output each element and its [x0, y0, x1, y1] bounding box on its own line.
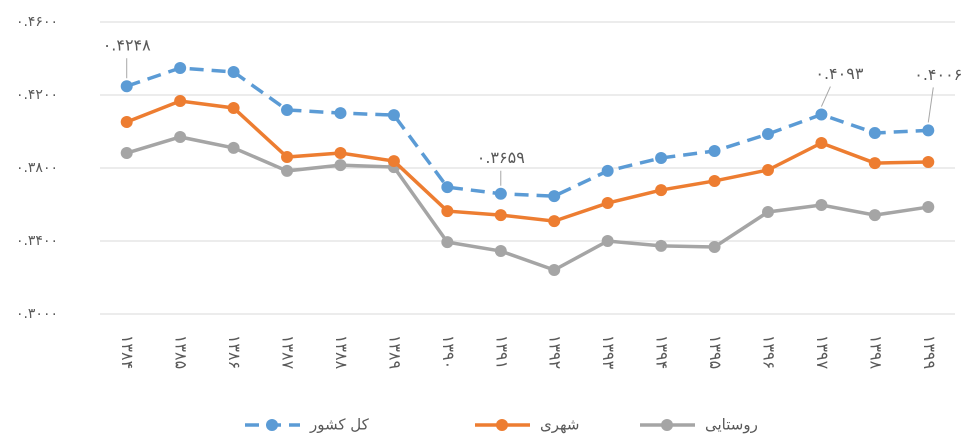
data-point [494, 187, 507, 200]
legend-marker [661, 419, 673, 431]
y-tick-label: ۰.۳۰۰۰ [16, 306, 58, 322]
legend-label: شهری [540, 416, 580, 434]
series-line [126, 135, 929, 272]
leader-line [820, 86, 831, 107]
data-point [761, 205, 774, 218]
data-point [441, 236, 454, 249]
x-tick-label: ۱۳۹۳ [599, 335, 618, 370]
data-point [387, 155, 400, 168]
data-point [120, 147, 133, 160]
data-point [281, 103, 294, 116]
y-tick-label: ۰.۴۶۰۰ [16, 14, 58, 30]
x-tick-label: ۱۳۸۷ [279, 335, 298, 370]
x-tick-label: ۱۳۸۹ [385, 335, 404, 369]
data-point [174, 95, 187, 108]
data-point [334, 147, 347, 160]
data-point [227, 66, 240, 79]
data-point [655, 239, 668, 252]
data-point [281, 151, 294, 164]
data-point [494, 209, 507, 222]
data-point [655, 151, 668, 164]
data-point [441, 205, 454, 218]
data-point [815, 199, 828, 212]
data-point [334, 159, 347, 172]
x-tick-label: ۱۳۹۲ [546, 335, 565, 369]
legend-label: کل کشور [309, 416, 370, 434]
data-point [120, 116, 133, 129]
legend-marker [496, 419, 508, 431]
data-point [761, 164, 774, 177]
legend-label: روستایی [705, 416, 758, 434]
data-point [174, 61, 187, 74]
x-tick-label: ۱۳۸۴ [118, 335, 137, 369]
series-line [126, 66, 929, 198]
data-point [922, 155, 935, 168]
data-point [815, 136, 828, 149]
data-point [227, 101, 240, 114]
data-point [548, 190, 561, 203]
x-tick-label: ۱۳۹۷ [813, 335, 832, 370]
data-point [174, 130, 187, 143]
data-point [922, 124, 935, 137]
y-tick-label: ۰.۳۸۰۰ [16, 160, 58, 176]
x-tick-label: ۱۳۸۶ [225, 335, 244, 369]
data-point [387, 109, 400, 122]
data-label: ۰.۴۰۰۶ [914, 65, 962, 84]
data-point [922, 201, 935, 214]
x-tick-label: ۱۳۹۴ [653, 335, 672, 369]
data-point [548, 264, 561, 277]
data-point [815, 108, 828, 121]
data-point [601, 235, 614, 247]
data-point [708, 145, 721, 158]
data-point [120, 80, 133, 93]
data-point [655, 184, 668, 197]
x-tick-label: ۱۳۹۹ [920, 335, 939, 369]
series-line [126, 99, 929, 223]
data-point [868, 209, 881, 222]
x-tick-label: ۱۳۹۰ [439, 335, 458, 369]
legend-marker [266, 419, 278, 431]
data-label: ۰.۴۰۹۳ [815, 64, 863, 83]
leader-line [927, 87, 934, 123]
data-point [601, 197, 614, 210]
x-tick-label: ۱۳۹۵ [706, 335, 725, 369]
x-tick-label: ۱۳۹۱ [492, 335, 511, 369]
x-tick-label: ۱۳۹۶ [759, 335, 778, 369]
x-tick-label: ۱۳۸۸ [332, 335, 351, 370]
data-point [227, 141, 240, 154]
data-label: ۰.۳۶۵۹ [477, 148, 525, 167]
data-point [281, 164, 294, 177]
data-point [708, 241, 721, 254]
y-tick-label: ۰.۳۴۰۰ [16, 233, 58, 249]
data-point [548, 215, 561, 228]
data-point [334, 107, 347, 120]
y-tick-label: ۰.۴۲۰۰ [16, 87, 58, 103]
data-point [868, 126, 881, 139]
x-tick-label: ۱۳۹۸ [866, 335, 885, 370]
data-point [761, 128, 774, 141]
data-label: ۰.۴۲۴۸ [103, 36, 151, 55]
data-point [868, 157, 881, 170]
data-point [708, 174, 721, 187]
x-tick-label: ۱۳۸۵ [172, 335, 191, 369]
data-point [601, 164, 614, 177]
data-point [441, 181, 454, 194]
data-point [494, 245, 507, 258]
